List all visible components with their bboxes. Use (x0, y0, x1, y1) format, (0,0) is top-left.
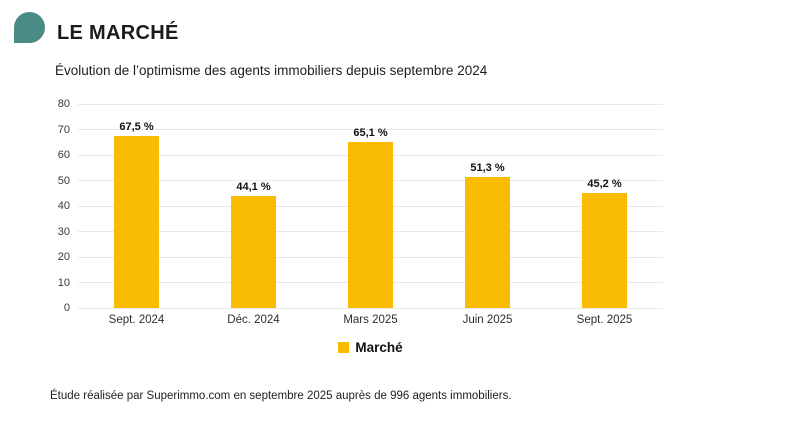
bar-value-label-Mars 2025: 65,1 % (353, 126, 388, 139)
bar-value-label-Sept. 2025: 45,2 % (587, 177, 622, 190)
chart-subtitle: Évolution de l’optimisme des agents immo… (55, 63, 488, 78)
bar-value-label-Sept. 2024: 67,5 % (119, 120, 154, 133)
footer-note: Étude réalisée par Superimmo.com en sept… (50, 390, 512, 402)
bar-value-label-Juin 2025: 51,3 % (470, 162, 505, 175)
chart-legend: Marché (78, 340, 663, 355)
x-axis-tick-Sept. 2025: Sept. 2025 (576, 314, 633, 326)
x-axis-tick-Déc. 2024: Déc. 2024 (227, 314, 280, 326)
y-axis-tick-50: 50 (57, 174, 70, 187)
bar-chart-plot: 0 10 20 30 40 50 60 70 80 67,5 % Sept. 2024 44,1 % D… (58, 98, 663, 326)
y-axis-tick-70: 70 (57, 123, 70, 136)
bar-Sept. 2025 (582, 192, 627, 308)
y-axis-tick-0: 0 (63, 302, 70, 314)
y-axis-tick-20: 20 (57, 251, 70, 263)
x-axis-tick-Juin 2025: Juin 2025 (462, 314, 513, 326)
section-blob-icon (14, 12, 45, 43)
bar-Sept. 2024 (114, 135, 159, 308)
gridline-y-0 (78, 307, 663, 309)
y-axis-tick-10: 10 (57, 276, 70, 289)
y-axis-tick-40: 40 (57, 200, 70, 212)
bar-value-label-Déc. 2024: 44,1 % (236, 180, 271, 193)
x-axis-tick-Sept. 2024: Sept. 2024 (108, 314, 165, 326)
y-axis-tick-60: 60 (57, 149, 70, 161)
bar-Déc. 2024 (231, 195, 276, 308)
gridline-y-80 (78, 103, 663, 105)
legend-swatch-icon (338, 342, 350, 353)
legend-label: Marché (355, 340, 403, 355)
gridline-y-70 (78, 129, 663, 130)
bar-Juin 2025 (465, 177, 510, 308)
y-axis-tick-80: 80 (57, 98, 70, 110)
bar-Mars 2025 (348, 141, 393, 308)
page-title: LE MARCHÉ (57, 22, 179, 44)
x-axis-tick-Mars 2025: Mars 2025 (343, 314, 398, 326)
y-axis-tick-30: 30 (57, 225, 70, 238)
